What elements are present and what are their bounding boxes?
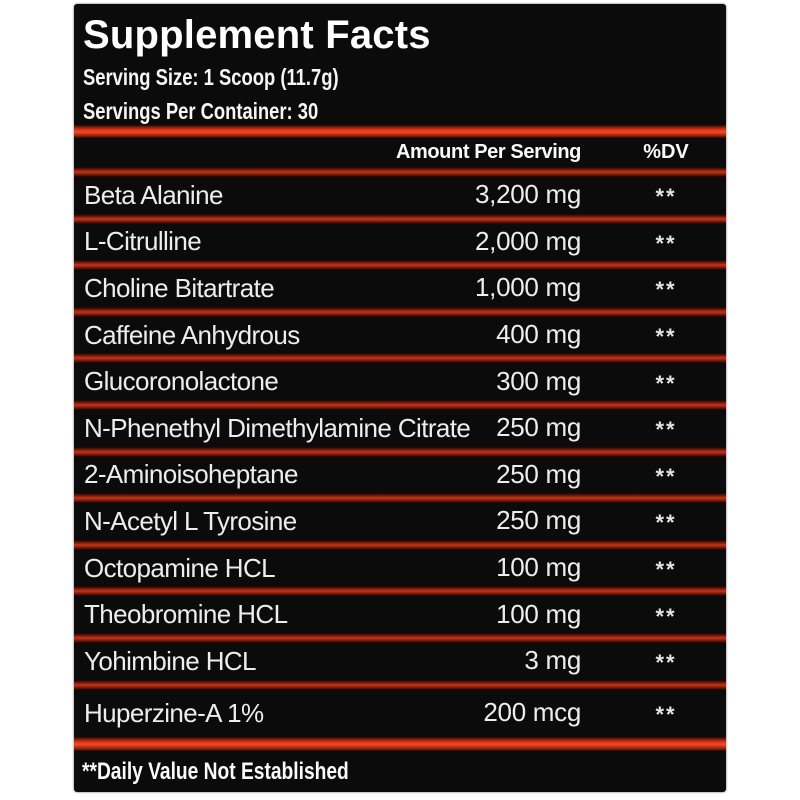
ingredient-amount: 250 mg bbox=[496, 505, 581, 536]
footnote-row: **Daily Value Not Established bbox=[74, 751, 726, 792]
ingredient-row: Beta Alanine 3,200 mg ** bbox=[74, 177, 726, 214]
divider-bar bbox=[74, 399, 726, 410]
divider-bar-bottom bbox=[74, 737, 726, 751]
ingredient-dv: ** bbox=[655, 603, 677, 629]
page-title: Supplement Facts bbox=[83, 13, 431, 57]
ingredient-table: Beta Alanine 3,200 mg ** L-Citrulline 2,… bbox=[74, 177, 726, 737]
divider-bar bbox=[74, 213, 726, 224]
ingredient-dv: ** bbox=[655, 702, 677, 728]
ingredient-dv: ** bbox=[655, 650, 677, 676]
divider-bar bbox=[74, 632, 726, 643]
ingredient-amount: 400 mg bbox=[496, 318, 581, 349]
ingredient-row: Choline Bitartrate 1,000 mg ** bbox=[74, 270, 726, 307]
divider-bar bbox=[74, 446, 726, 457]
ingredient-dv: ** bbox=[655, 370, 677, 396]
ingredient-row: Huperzine-A 1% 200 mcg ** bbox=[74, 690, 726, 737]
ingredient-row: L-Citrulline 2,000 mg ** bbox=[74, 224, 726, 261]
ingredient-row: Octopamine HCL 100 mg ** bbox=[74, 550, 726, 587]
ingredient-dv: ** bbox=[655, 230, 677, 256]
ingredient-name: Choline Bitartrate bbox=[84, 272, 275, 303]
ingredient-dv: ** bbox=[655, 463, 677, 489]
ingredient-row: Yohimbine HCL 3 mg ** bbox=[74, 643, 726, 680]
divider-bar bbox=[74, 586, 726, 597]
ingredient-dv: ** bbox=[655, 510, 677, 536]
ingredient-amount: 250 mg bbox=[496, 412, 581, 443]
serving-size-text: Serving Size: 1 Scoop (11.7g) bbox=[83, 64, 339, 90]
ingredient-row: Caffeine Anhydrous 400 mg ** bbox=[74, 317, 726, 354]
column-header-dv: %DV bbox=[643, 141, 689, 163]
ingredient-name: 2-Aminoisoheptane bbox=[84, 459, 298, 490]
ingredient-amount: 3,200 mg bbox=[474, 179, 581, 210]
servings-per-container-text: Servings Per Container: 30 bbox=[83, 98, 319, 124]
ingredient-amount: 100 mg bbox=[496, 598, 581, 629]
divider-bar bbox=[74, 260, 726, 271]
ingredient-name: L-Citrulline bbox=[84, 226, 202, 257]
ingredient-row: Glucoronolactone 300 mg ** bbox=[74, 363, 726, 400]
column-header-amount: Amount Per Serving bbox=[395, 141, 581, 163]
ingredient-name: Caffeine Anhydrous bbox=[84, 319, 300, 350]
ingredient-row: Theobromine HCL 100 mg ** bbox=[74, 596, 726, 633]
ingredient-name: N-Acetyl L Tyrosine bbox=[84, 505, 297, 536]
column-header-row: Amount Per Serving %DV bbox=[74, 138, 726, 167]
ingredient-name: Yohimbine HCL bbox=[84, 645, 257, 676]
ingredient-name: Theobromine HCL bbox=[84, 599, 288, 630]
ingredient-amount: 3 mg bbox=[524, 645, 581, 676]
supplement-facts-panel: Supplement Facts Serving Size: 1 Scoop (… bbox=[74, 4, 726, 792]
ingredient-name: Beta Alanine bbox=[84, 179, 223, 210]
divider-bar bbox=[74, 539, 726, 550]
ingredient-amount: 300 mg bbox=[496, 365, 581, 396]
ingredient-dv: ** bbox=[655, 184, 677, 210]
ingredient-row: N-Phenethyl Dimethylamine Citrate 250 mg… bbox=[74, 410, 726, 447]
divider-bar bbox=[74, 167, 726, 177]
footnote-text: **Daily Value Not Established bbox=[82, 757, 349, 785]
ingredient-name: Octopamine HCL bbox=[84, 552, 276, 583]
ingredient-amount: 2,000 mg bbox=[474, 225, 581, 256]
ingredient-name: Huperzine-A 1% bbox=[84, 697, 264, 728]
ingredient-amount: 250 mg bbox=[496, 458, 581, 489]
divider-bar bbox=[74, 353, 726, 364]
label-header: Supplement Facts Serving Size: 1 Scoop (… bbox=[74, 4, 726, 125]
divider-bar bbox=[74, 493, 726, 504]
ingredient-row: 2-Aminoisoheptane 250 mg ** bbox=[74, 457, 726, 494]
ingredient-amount: 200 mcg bbox=[483, 697, 581, 728]
ingredient-amount: 100 mg bbox=[496, 551, 581, 582]
ingredient-dv: ** bbox=[655, 417, 677, 443]
ingredient-row: N-Acetyl L Tyrosine 250 mg ** bbox=[74, 503, 726, 540]
ingredient-dv: ** bbox=[655, 323, 677, 349]
ingredient-name: Glucoronolactone bbox=[84, 366, 279, 397]
ingredient-amount: 1,000 mg bbox=[474, 272, 581, 303]
ingredient-name: N-Phenethyl Dimethylamine Citrate bbox=[84, 412, 471, 443]
divider-bar bbox=[74, 679, 726, 690]
divider-bar-top bbox=[74, 125, 726, 138]
ingredient-dv: ** bbox=[655, 277, 677, 303]
divider-bar bbox=[74, 306, 726, 317]
ingredient-dv: ** bbox=[655, 556, 677, 582]
